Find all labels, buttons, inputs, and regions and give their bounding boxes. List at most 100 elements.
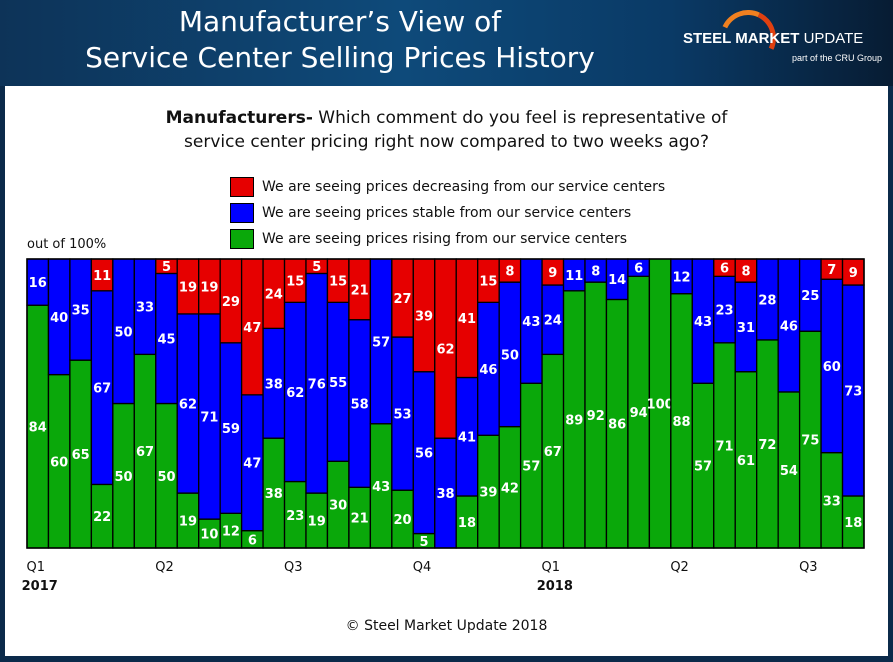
data-label-rising: 84 [29, 421, 47, 436]
data-label-rising: 38 [265, 487, 283, 502]
data-label-decreasing: 9 [849, 266, 858, 281]
data-label-stable: 53 [394, 408, 412, 423]
data-label-rising: 39 [479, 486, 497, 501]
data-label-stable: 8 [591, 265, 600, 280]
data-label-rising: 12 [222, 525, 240, 540]
data-label-decreasing: 5 [162, 260, 171, 275]
data-label-rising: 86 [608, 418, 626, 433]
data-label-stable: 57 [372, 335, 390, 350]
data-label-decreasing: 19 [179, 280, 197, 295]
data-label-decreasing: 19 [200, 280, 218, 295]
data-label-stable: 14 [608, 273, 626, 288]
data-label-decreasing: 39 [415, 309, 433, 324]
x-tick-label: Q2 [155, 560, 174, 575]
data-label-rising: 22 [93, 510, 111, 525]
legend-swatch-blue [230, 203, 254, 223]
data-label-rising: 67 [136, 445, 154, 460]
data-label-stable: 23 [715, 304, 733, 319]
data-label-stable: 59 [222, 422, 240, 437]
logo-brand-bold: STEEL MARKET [683, 30, 800, 47]
legend-label: We are seeing prices decreasing from our… [262, 179, 666, 195]
question-bold: Manufacturers- [165, 108, 313, 128]
data-label-stable: 31 [737, 321, 755, 336]
data-label-decreasing: 7 [827, 263, 836, 278]
data-label-stable: 35 [72, 304, 90, 319]
legend-item-stable: We are seeing prices stable from our ser… [230, 200, 665, 226]
data-label-decreasing: 24 [265, 288, 283, 303]
data-label-decreasing: 21 [351, 283, 369, 298]
data-label-rising: 92 [587, 409, 605, 424]
data-label-decreasing: 15 [329, 275, 347, 290]
data-label-rising: 71 [715, 439, 733, 454]
question-line-1: Which comment do you feel is representat… [312, 108, 728, 128]
legend-item-rising: We are seeing prices rising from our ser… [230, 226, 665, 252]
data-label-stable: 62 [286, 386, 304, 401]
data-label-rising: 54 [780, 464, 798, 479]
x-year-label: 2018 [537, 579, 573, 594]
page-title: Manufacturer’s View of Service Center Se… [40, 4, 640, 76]
data-label-decreasing: 41 [458, 312, 476, 327]
data-label-rising: 50 [157, 470, 175, 485]
data-label-stable: 55 [329, 376, 347, 391]
data-label-decreasing: 29 [222, 295, 240, 310]
survey-question: Manufacturers- Which comment do you feel… [5, 106, 888, 154]
plot-frame [26, 258, 865, 549]
data-label-rising: 61 [737, 454, 755, 469]
data-label-rising: 75 [801, 434, 819, 449]
data-label-stable: 60 [823, 360, 841, 375]
data-label-stable: 47 [243, 457, 261, 472]
data-label-decreasing: 15 [286, 275, 304, 290]
logo-brand-light: UPDATE [799, 30, 864, 47]
data-label-stable: 40 [50, 311, 68, 326]
legend-label: We are seeing prices rising from our ser… [262, 231, 628, 247]
data-label-rising: 89 [565, 413, 583, 428]
data-label-stable: 50 [501, 348, 519, 363]
data-label-decreasing: 8 [505, 265, 514, 280]
data-label-stable: 46 [479, 363, 497, 378]
data-label-rising: 67 [544, 445, 562, 460]
data-label-stable: 46 [780, 319, 798, 334]
data-label-rising: 60 [50, 455, 68, 470]
data-label-decreasing: 47 [243, 321, 261, 336]
data-label-rising: 5 [420, 535, 429, 550]
data-label-rising: 100 [647, 398, 674, 413]
steel-market-update-logo: STEEL MARKET UPDATE part of the CRU Grou… [680, 2, 890, 74]
data-label-decreasing: 11 [93, 269, 111, 284]
data-label-rising: 43 [372, 480, 390, 495]
data-label-rising: 50 [115, 470, 133, 485]
data-label-stable: 45 [157, 332, 175, 347]
data-label-stable: 71 [200, 411, 218, 426]
x-tick-label: Q3 [799, 560, 818, 575]
logo-subtitle: part of the CRU Group [792, 53, 883, 63]
data-label-decreasing: 5 [312, 260, 321, 275]
data-label-rising: 6 [248, 533, 257, 548]
data-label-stable: 43 [694, 315, 712, 330]
title-line-1: Manufacturer’s View of [178, 5, 502, 38]
data-label-stable: 6 [634, 262, 643, 277]
data-label-rising: 30 [329, 499, 347, 514]
legend-swatch-green [230, 229, 254, 249]
data-label-decreasing: 9 [548, 266, 557, 281]
data-label-decreasing: 15 [479, 275, 497, 290]
data-label-rising: 65 [72, 448, 90, 463]
data-label-rising: 88 [673, 415, 691, 430]
data-label-rising: 18 [844, 516, 862, 531]
copyright: © Steel Market Update 2018 [345, 618, 548, 634]
data-label-rising: 42 [501, 481, 519, 496]
data-label-stable: 38 [265, 377, 283, 392]
x-tick-label: Q4 [413, 560, 432, 575]
data-label-rising: 21 [351, 512, 369, 527]
data-label-rising: 57 [522, 460, 540, 475]
data-label-decreasing: 62 [436, 343, 454, 358]
data-label-stable: 41 [458, 431, 476, 446]
header-banner: Manufacturer’s View of Service Center Se… [0, 0, 893, 86]
legend: We are seeing prices decreasing from our… [230, 174, 665, 252]
data-label-stable: 25 [801, 289, 819, 304]
data-label-stable: 73 [844, 384, 862, 399]
data-label-stable: 28 [758, 293, 776, 308]
data-label-stable: 56 [415, 447, 433, 462]
data-label-rising: 94 [630, 406, 648, 421]
data-label-rising: 72 [758, 438, 776, 453]
data-label-rising: 57 [694, 460, 712, 475]
